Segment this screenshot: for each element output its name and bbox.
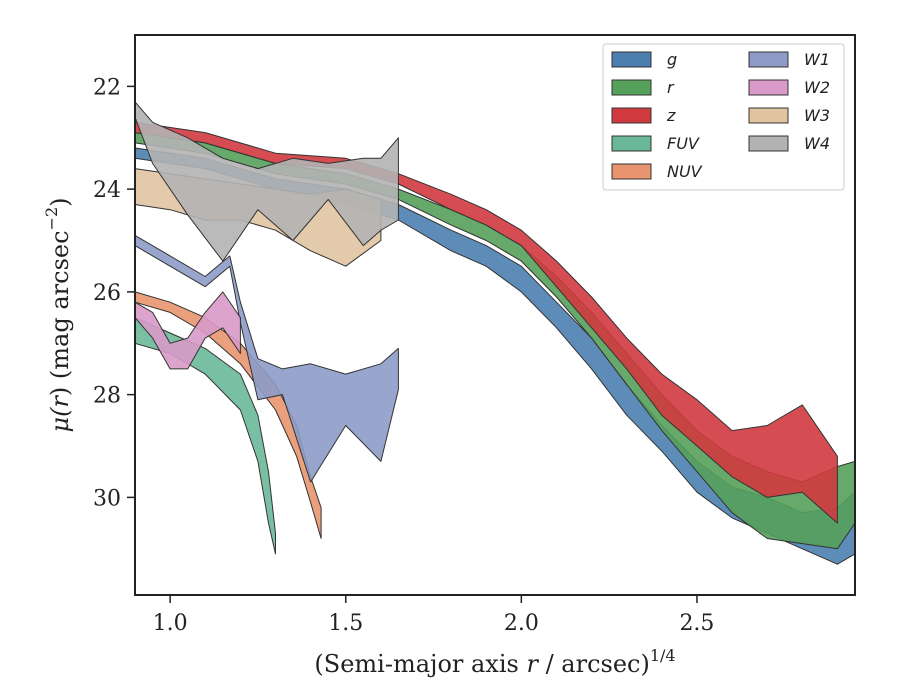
x-tick-label: 1.0 xyxy=(153,611,188,636)
y-tick-label: 28 xyxy=(93,384,121,409)
legend-label-w4: W4 xyxy=(804,134,830,153)
y-tick-label: 22 xyxy=(93,75,121,100)
plot-frame xyxy=(134,34,856,596)
legend-swatch-w1 xyxy=(748,51,789,68)
y-axis-ticks: 22 24 26 28 30 xyxy=(93,75,135,511)
x-axis-ticks: 1.0 1.5 2.0 2.5 xyxy=(153,595,714,636)
legend-swatch-g xyxy=(611,51,652,68)
series-bands xyxy=(134,101,856,565)
legend-label-z: z xyxy=(666,106,676,125)
legend-label-w3: W3 xyxy=(804,106,830,125)
x-tick-label: 1.5 xyxy=(328,611,363,636)
legend-swatch-r xyxy=(611,79,652,96)
x-axis-label: (Semi-major axis r / arcsec)1/4 xyxy=(314,646,675,678)
band-w2 xyxy=(134,291,241,370)
x-tick-label: 2.5 xyxy=(679,611,714,636)
y-tick-label: 30 xyxy=(93,486,121,511)
band-w1 xyxy=(134,234,399,483)
legend-swatch-fuv xyxy=(611,135,652,152)
legend-swatch-w3 xyxy=(748,107,789,124)
legend-label-r: r xyxy=(667,78,675,97)
legend-label-w2: W2 xyxy=(804,78,830,97)
legend-label-g: g xyxy=(667,50,677,69)
legend: grz FUV NUV W1 W2 W3 W4 xyxy=(602,43,845,191)
legend-label-w1: W1 xyxy=(804,50,830,69)
legend-swatch-w4 xyxy=(748,135,789,152)
legend-label-fuv: FUV xyxy=(667,134,700,153)
legend-label-nuv: NUV xyxy=(667,162,703,181)
y-tick-label: 26 xyxy=(93,281,121,306)
x-tick-label: 2.0 xyxy=(504,611,539,636)
y-tick-label: 24 xyxy=(93,178,121,203)
legend-swatch-w2 xyxy=(748,79,789,96)
legend-swatch-nuv xyxy=(611,163,652,180)
legend-swatch-z xyxy=(611,107,652,124)
band-z xyxy=(134,121,838,524)
y-axis-label: μ(r) (mag arcsec−2) xyxy=(42,197,74,432)
band-w4 xyxy=(134,101,399,262)
